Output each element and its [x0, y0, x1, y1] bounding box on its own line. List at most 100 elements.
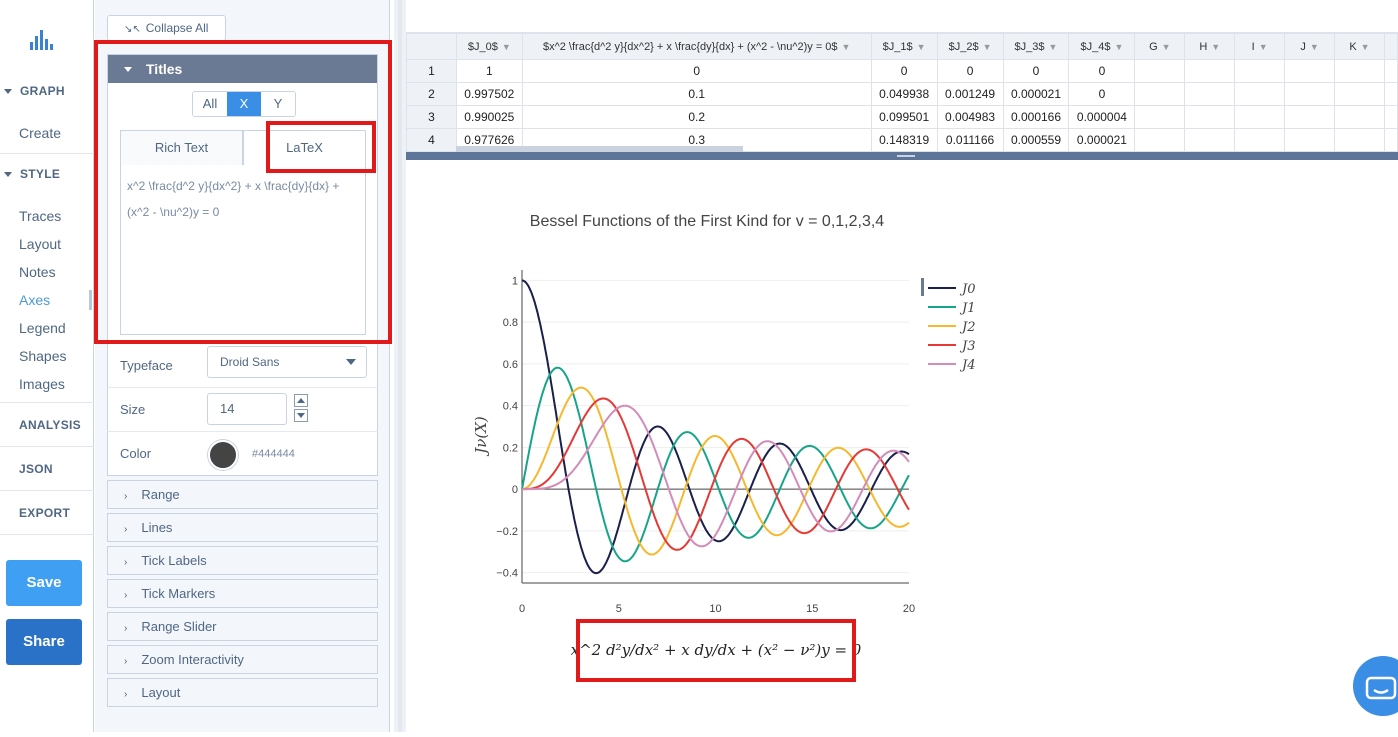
table-cell[interactable]: 0 — [1068, 82, 1136, 106]
legend-label[interactable]: J0 — [959, 282, 975, 297]
table-cell[interactable]: 0 — [870, 59, 938, 83]
table-cell[interactable] — [1134, 128, 1186, 152]
table-cell[interactable] — [1334, 59, 1385, 83]
table-cell[interactable]: 0 — [1002, 59, 1070, 83]
nav-item-axes[interactable]: Axes — [19, 292, 51, 308]
table-cell[interactable] — [1334, 105, 1385, 129]
size-input[interactable]: 14 — [207, 393, 287, 425]
table-cell[interactable]: 0.997502 — [455, 82, 523, 106]
collapse-all-button[interactable]: ↘↖ Collapse All — [107, 15, 226, 41]
table-cell[interactable]: 0.049938 — [870, 82, 938, 106]
table-cell[interactable]: 0.000559 — [1002, 128, 1070, 152]
nav-section-json[interactable]: JSON — [19, 462, 53, 476]
table-cell[interactable] — [1284, 105, 1335, 129]
series-line-j0[interactable] — [521, 279, 910, 575]
column-header[interactable]: $J_4$ ▼ — [1068, 33, 1136, 60]
column-header[interactable]: $J_1$ ▼ — [870, 33, 938, 60]
table-cell[interactable]: 0.2 — [521, 105, 872, 129]
chart-title[interactable]: Bessel Functions of the First Kind for v… — [530, 213, 885, 230]
table-cell[interactable]: 0.001249 — [936, 82, 1004, 106]
nav-item-images[interactable]: Images — [19, 376, 65, 392]
table-cell[interactable]: 0.011166 — [936, 128, 1004, 152]
table-cell[interactable] — [1234, 82, 1286, 106]
table-cell[interactable] — [1134, 59, 1186, 83]
column-header[interactable]: G ▼ — [1134, 33, 1186, 60]
legend-label[interactable]: J1 — [959, 301, 975, 316]
table-cell[interactable]: 0 — [936, 59, 1004, 83]
series-line-j2[interactable] — [521, 386, 910, 556]
color-swatch[interactable] — [208, 440, 238, 470]
table-cell[interactable] — [1184, 82, 1236, 106]
table-cell[interactable] — [1284, 59, 1335, 83]
latex-input[interactable]: x^2 \frac{d^2 y}{dx^2} + x \frac{dy}{dx}… — [120, 165, 366, 335]
legend-label[interactable]: J3 — [959, 339, 975, 354]
table-cell[interactable] — [1334, 128, 1385, 152]
fold-layout[interactable]: › Layout — [107, 678, 378, 707]
nav-item-legend[interactable]: Legend — [19, 320, 66, 336]
nav-section-analysis[interactable]: ANALYSIS — [19, 418, 81, 432]
legend-label[interactable]: J2 — [959, 320, 975, 335]
plotly-logo-icon[interactable] — [30, 28, 58, 50]
nav-item-shapes[interactable]: Shapes — [19, 348, 67, 364]
column-header[interactable]: $J_2$ ▼ — [936, 33, 1004, 60]
table-cell[interactable]: 1 — [455, 59, 523, 83]
table-cell[interactable] — [1234, 128, 1286, 152]
column-header[interactable]: J ▼ — [1284, 33, 1335, 60]
nav-section-export[interactable]: EXPORT — [19, 506, 71, 520]
segment-all[interactable]: All — [193, 92, 227, 116]
row-number[interactable]: 1 — [406, 59, 457, 83]
tab-latex[interactable]: LaTeX — [243, 130, 366, 166]
fold-range-slider[interactable]: › Range Slider — [107, 612, 378, 641]
table-cell[interactable]: 0.000166 — [1002, 105, 1070, 129]
size-decrement-button[interactable] — [294, 409, 308, 422]
table-cell[interactable] — [1184, 105, 1236, 129]
table-cell[interactable]: 0.000021 — [1068, 128, 1136, 152]
tab-rich-text[interactable]: Rich Text — [120, 130, 243, 166]
segment-y[interactable]: Y — [261, 92, 295, 116]
column-header[interactable]: H ▼ — [1184, 33, 1236, 60]
fold-zoom-interactivity[interactable]: › Zoom Interactivity — [107, 645, 378, 674]
row-number[interactable]: 2 — [406, 82, 457, 106]
y-axis-title[interactable]: Jν(X) — [472, 416, 490, 457]
nav-item-traces[interactable]: Traces — [19, 208, 62, 224]
series-line-j4[interactable] — [522, 404, 910, 548]
table-cell[interactable] — [1134, 82, 1186, 106]
table-cell[interactable]: 0.1 — [521, 82, 872, 106]
table-cell[interactable]: 0 — [1068, 59, 1136, 83]
nav-item-layout[interactable]: Layout — [19, 236, 62, 252]
horizontal-scrollbar[interactable] — [456, 146, 743, 152]
legend-label[interactable]: J4 — [959, 358, 975, 373]
table-cell[interactable] — [1184, 128, 1236, 152]
row-number[interactable]: 4 — [406, 128, 457, 152]
series-line-j1[interactable] — [521, 366, 910, 563]
typeface-dropdown[interactable]: Droid Sans — [207, 346, 367, 378]
table-cell[interactable] — [1334, 82, 1385, 106]
table-cell[interactable]: 0.000004 — [1068, 105, 1136, 129]
size-increment-button[interactable] — [294, 394, 308, 407]
column-header[interactable]: $J_3$ ▼ — [1002, 33, 1070, 60]
table-cell[interactable]: 0.000021 — [1002, 82, 1070, 106]
color-hex[interactable]: #444444 — [252, 448, 295, 460]
nav-item-notes[interactable]: Notes — [19, 264, 56, 280]
table-cell[interactable] — [1134, 105, 1186, 129]
fold-tick-markers[interactable]: › Tick Markers — [107, 579, 378, 608]
divider-grip-icon[interactable] — [897, 155, 915, 157]
segment-x[interactable]: X — [227, 92, 261, 116]
share-button[interactable]: Share — [6, 619, 82, 665]
table-cell[interactable] — [1284, 82, 1335, 106]
table-cell[interactable]: 0.099501 — [870, 105, 938, 129]
nav-section-style[interactable]: STYLE — [0, 167, 94, 181]
column-header[interactable]: K ▼ — [1334, 33, 1385, 60]
table-cell[interactable]: 0.990025 — [455, 105, 523, 129]
titles-header[interactable]: Titles — [108, 55, 377, 83]
row-number[interactable]: 3 — [406, 105, 457, 129]
column-header[interactable]: I ▼ — [1234, 33, 1286, 60]
table-cell[interactable]: 0.148319 — [870, 128, 938, 152]
table-cell[interactable]: 0 — [521, 59, 872, 83]
series-line-j3[interactable] — [522, 397, 910, 551]
nav-section-graph[interactable]: GRAPH — [0, 84, 94, 98]
table-cell[interactable] — [1284, 128, 1335, 152]
table-cell[interactable] — [1234, 59, 1286, 83]
splitter-handle[interactable] — [398, 0, 402, 732]
fold-tick-labels[interactable]: › Tick Labels — [107, 546, 378, 575]
